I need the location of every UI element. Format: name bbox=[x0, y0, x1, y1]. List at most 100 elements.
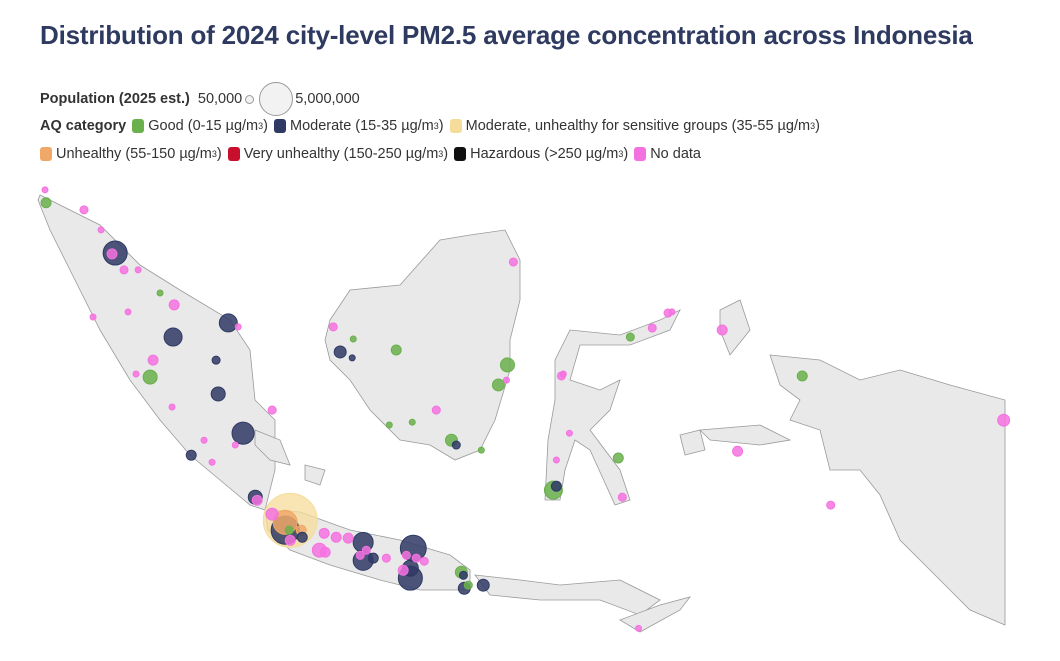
city-bubble-n[interactable] bbox=[119, 265, 129, 275]
city-bubble-n[interactable] bbox=[231, 441, 239, 449]
legend-item-n: No data bbox=[628, 146, 701, 162]
city-bubble-n[interactable] bbox=[552, 456, 560, 464]
city-bubble-n[interactable] bbox=[635, 624, 643, 632]
city-bubble-n[interactable] bbox=[565, 429, 573, 437]
city-bubble-m[interactable] bbox=[458, 570, 468, 580]
legend-item-label: Moderate (15-35 µg/m bbox=[290, 118, 434, 134]
city-bubble-g[interactable] bbox=[142, 369, 158, 385]
city-bubble-m[interactable] bbox=[210, 386, 226, 402]
city-bubble-g[interactable] bbox=[349, 335, 357, 343]
legend-item-label: No data bbox=[650, 146, 701, 162]
city-bubble-m[interactable] bbox=[333, 345, 347, 359]
city-bubble-n[interactable] bbox=[502, 376, 510, 384]
legend-paren: ) bbox=[438, 118, 444, 134]
city-bubble-n[interactable] bbox=[267, 405, 277, 415]
city-bubbles bbox=[40, 186, 1011, 632]
belitung-island bbox=[304, 464, 326, 486]
city-bubble-n[interactable] bbox=[361, 545, 371, 555]
legend-item-label: Very unhealthy (150-250 µg/m bbox=[243, 146, 439, 162]
city-bubble-g[interactable] bbox=[463, 580, 473, 590]
city-bubble-n[interactable] bbox=[168, 299, 180, 311]
city-bubble-n[interactable] bbox=[381, 553, 391, 563]
city-bubble-n[interactable] bbox=[147, 354, 159, 366]
city-bubble-n[interactable] bbox=[251, 494, 263, 506]
city-bubble-m[interactable] bbox=[550, 480, 562, 492]
city-bubble-n[interactable] bbox=[411, 553, 421, 563]
city-bubble-n[interactable] bbox=[826, 500, 836, 510]
city-bubble-n[interactable] bbox=[716, 324, 728, 336]
city-bubble-n[interactable] bbox=[647, 323, 657, 333]
legend-item-label: Good (0-15 µg/m bbox=[148, 118, 259, 134]
city-bubble-n[interactable] bbox=[97, 226, 105, 234]
city-bubble-n[interactable] bbox=[401, 550, 411, 560]
city-bubble-g[interactable] bbox=[491, 378, 505, 392]
city-bubble-n[interactable] bbox=[559, 370, 567, 378]
city-bubble-n[interactable] bbox=[234, 323, 242, 331]
city-bubble-n[interactable] bbox=[106, 248, 118, 260]
city-bubble-n[interactable] bbox=[431, 405, 441, 415]
legend-paren: ) bbox=[443, 146, 449, 162]
city-bubble-n[interactable] bbox=[200, 436, 208, 444]
city-bubble-n[interactable] bbox=[732, 445, 744, 457]
city-bubble-m[interactable] bbox=[185, 449, 197, 461]
large-circle-icon bbox=[259, 82, 294, 116]
legend-swatch-icon bbox=[227, 147, 240, 161]
city-bubble-g[interactable] bbox=[40, 197, 52, 209]
city-bubble-n[interactable] bbox=[355, 550, 365, 560]
city-bubble-m[interactable] bbox=[476, 578, 490, 592]
legend-swatch-icon bbox=[634, 147, 647, 161]
legend-item-label: Unhealthy (55-150 µg/m bbox=[56, 146, 212, 162]
legend-unit-superscript: 3 bbox=[810, 121, 816, 131]
city-bubble-m[interactable] bbox=[296, 531, 308, 543]
city-bubble-n[interactable] bbox=[89, 313, 97, 321]
city-bubble-n[interactable] bbox=[319, 546, 331, 558]
legend-swatch-icon bbox=[454, 147, 467, 161]
city-bubble-m[interactable] bbox=[218, 313, 238, 333]
city-bubble-n[interactable] bbox=[41, 186, 49, 194]
legend-unit-superscript: 3 bbox=[258, 121, 264, 131]
city-bubble-g[interactable] bbox=[156, 289, 164, 297]
city-bubble-n[interactable] bbox=[318, 527, 330, 539]
city-bubble-n[interactable] bbox=[617, 492, 627, 502]
city-bubble-n[interactable] bbox=[330, 531, 342, 543]
city-bubble-n[interactable] bbox=[668, 308, 676, 316]
nusa-tenggara-islands bbox=[474, 574, 661, 616]
city-bubble-n[interactable] bbox=[342, 532, 354, 544]
city-bubble-m[interactable] bbox=[348, 354, 356, 362]
kalimantan-island bbox=[324, 229, 521, 461]
legend-paren: ) bbox=[216, 146, 222, 162]
legend-paren: ) bbox=[263, 118, 268, 134]
city-bubble-g[interactable] bbox=[408, 418, 416, 426]
city-bubble-n[interactable] bbox=[168, 403, 176, 411]
city-bubble-n[interactable] bbox=[997, 413, 1011, 427]
legend-item-s: Moderate, unhealthy for sensitive groups… bbox=[444, 118, 820, 134]
city-bubble-g[interactable] bbox=[612, 452, 624, 464]
city-bubble-m[interactable] bbox=[231, 421, 255, 445]
city-bubble-g[interactable] bbox=[390, 344, 402, 356]
city-bubble-m[interactable] bbox=[451, 440, 461, 450]
city-bubble-m[interactable] bbox=[163, 327, 183, 347]
city-bubble-n[interactable] bbox=[208, 458, 216, 466]
city-bubble-n[interactable] bbox=[419, 556, 429, 566]
legend-item-u: Unhealthy (55-150 µg/m 3) bbox=[40, 146, 222, 162]
city-bubble-n[interactable] bbox=[284, 534, 296, 546]
city-bubble-n[interactable] bbox=[124, 308, 132, 316]
city-bubble-n[interactable] bbox=[134, 266, 142, 274]
city-bubble-n[interactable] bbox=[265, 507, 279, 521]
chart-title: Distribution of 2024 city-level PM2.5 av… bbox=[40, 20, 973, 50]
city-bubble-n[interactable] bbox=[79, 205, 89, 215]
city-bubble-g[interactable] bbox=[477, 446, 485, 454]
city-bubble-g[interactable] bbox=[625, 332, 635, 342]
city-bubble-g[interactable] bbox=[284, 525, 294, 535]
city-bubble-g[interactable] bbox=[385, 421, 393, 429]
city-bubble-g[interactable] bbox=[796, 370, 808, 382]
legend-unit-superscript: 3 bbox=[433, 121, 439, 131]
city-bubble-m[interactable] bbox=[211, 355, 221, 365]
city-bubble-g[interactable] bbox=[499, 357, 515, 373]
city-bubble-n[interactable] bbox=[397, 564, 409, 576]
city-bubble-m[interactable] bbox=[367, 552, 379, 564]
city-bubble-n[interactable] bbox=[328, 322, 338, 332]
city-bubble-n[interactable] bbox=[132, 370, 140, 378]
city-bubble-n[interactable] bbox=[508, 257, 518, 267]
papua-island bbox=[769, 354, 1006, 626]
